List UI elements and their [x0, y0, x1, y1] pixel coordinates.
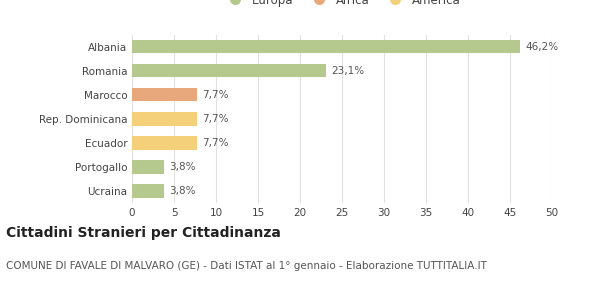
- Text: 7,7%: 7,7%: [202, 90, 228, 100]
- Bar: [132, 160, 164, 173]
- Bar: [132, 88, 197, 102]
- Bar: [132, 136, 197, 150]
- Legend: Europa, Africa, America: Europa, Africa, America: [223, 0, 461, 7]
- Text: 7,7%: 7,7%: [202, 138, 228, 148]
- Text: Cittadini Stranieri per Cittadinanza: Cittadini Stranieri per Cittadinanza: [6, 226, 281, 240]
- Text: 23,1%: 23,1%: [331, 66, 364, 76]
- Bar: [132, 64, 326, 77]
- Bar: [132, 112, 197, 126]
- Bar: [132, 184, 164, 197]
- Text: 3,8%: 3,8%: [169, 162, 196, 172]
- Bar: [132, 40, 520, 53]
- Text: 3,8%: 3,8%: [169, 186, 196, 196]
- Text: COMUNE DI FAVALE DI MALVARO (GE) - Dati ISTAT al 1° gennaio - Elaborazione TUTTI: COMUNE DI FAVALE DI MALVARO (GE) - Dati …: [6, 261, 487, 271]
- Text: 46,2%: 46,2%: [525, 42, 558, 52]
- Text: 7,7%: 7,7%: [202, 114, 228, 124]
